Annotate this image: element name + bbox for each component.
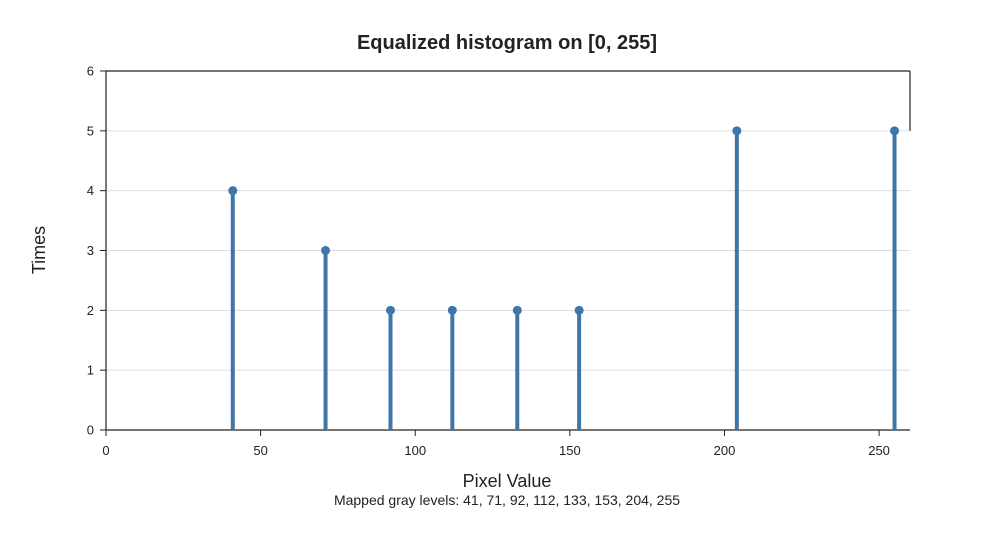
grid-lines [106,130,910,371]
stem-marker [385,305,395,315]
x-tick-label: 200 [714,443,736,458]
x-axis-label: Pixel Value [463,471,552,491]
y-tick-label: 3 [87,243,94,258]
x-tick-label: 0 [102,443,109,458]
stem-marker [321,246,331,255]
x-tick-label: 50 [253,443,267,458]
y-tick-label: 5 [87,123,94,138]
x-tick-label: 100 [404,443,426,458]
stem-marker [228,186,238,196]
stem-marker [512,305,522,315]
y-axis-label: Times [29,226,49,274]
chart-title: Equalized histogram on [0, 255] [357,32,657,54]
y-tick-label: 6 [87,64,94,79]
y-tick-label: 1 [87,363,94,378]
stem-marker [890,126,900,136]
stem-marker [732,126,742,136]
x-axis-ticks: 0 50 100 150 200 250 [102,430,890,458]
x-tick-label: 150 [559,443,581,458]
y-tick-label: 4 [87,183,94,198]
data-stems [228,126,900,430]
x-tick-label: 250 [868,443,890,458]
stem-marker [574,305,584,315]
chart-caption: Mapped gray levels: 41, 71, 92, 112, 133… [334,492,680,508]
y-axis-ticks: 0 1 2 3 4 5 6 [87,64,106,438]
y-tick-label: 2 [87,303,94,318]
stem-marker [447,305,457,315]
y-tick-label: 0 [87,423,94,438]
